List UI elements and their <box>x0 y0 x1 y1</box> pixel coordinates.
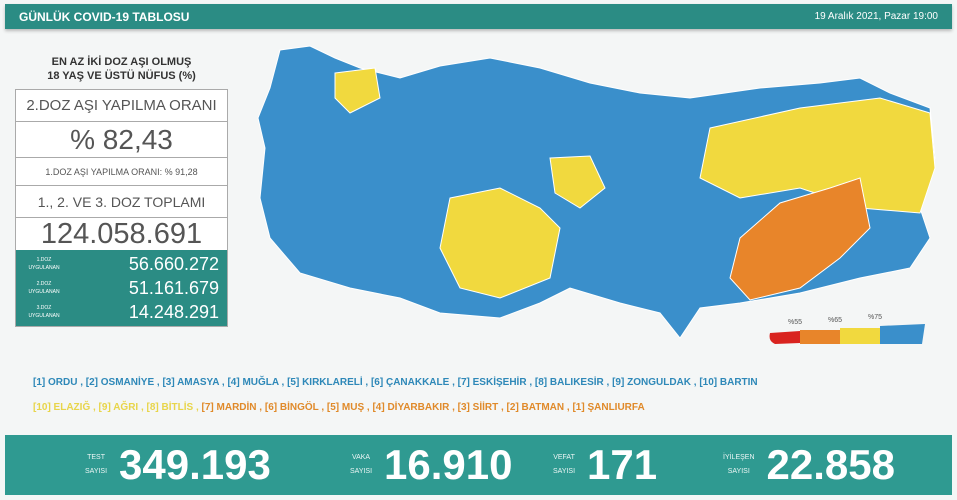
title-line: EN AZ İKİ DOZ AŞI OLMUŞ <box>51 56 192 68</box>
dose-label: UYGULANAN <box>28 289 60 295</box>
dose1-rate: 1.DOZ AŞI YAPILMA ORANI: % 91,28 <box>16 158 227 186</box>
stat-value: 16.910 <box>384 441 513 488</box>
dose-label: 2.DOZ <box>36 281 52 287</box>
stat-label: SAYISI <box>85 468 108 475</box>
vaccine-title: EN AZ İKİ DOZ AŞI OLMUŞ 18 YAŞ VE ÜSTÜ N… <box>15 55 228 83</box>
stat-label: SAYISI <box>553 468 576 475</box>
stat-value: 22.858 <box>766 441 895 488</box>
vaccine-box: 2.DOZ AŞI YAPILMA ORANI % 82,43 1.DOZ AŞ… <box>15 89 228 327</box>
dose-row: 3.DOZ UYGULANAN 14.248.291 <box>24 300 219 324</box>
dose2-value: % 82,43 <box>16 122 227 158</box>
dose-row: 2.DOZ UYGULANAN 51.161.679 <box>24 276 219 300</box>
bottom-yellow: [10] ELAZIĞ , [9] AĞRI , [8] BİTLİS , <box>33 402 199 413</box>
dose-label: 3.DOZ <box>36 305 52 311</box>
legend-red <box>769 331 800 344</box>
total-value: 124.058.691 <box>40 218 203 250</box>
stat-label: SAYISI <box>350 468 373 475</box>
legend-blue <box>880 324 925 344</box>
legend-orange <box>800 330 840 344</box>
dose-label: 1.DOZ <box>36 257 52 263</box>
legend-yellow <box>840 328 880 344</box>
title-line: 18 YAŞ VE ÜSTÜ NÜFUS (%) <box>47 70 196 82</box>
dose-label: UYGULANAN <box>28 313 60 319</box>
map-region-yellow-north <box>549 155 606 209</box>
bottom-orange: [7] MARDİN , [6] BİNGÖL , [5] MUŞ , [4] … <box>201 402 645 413</box>
header-bar: GÜNLÜK COVID-19 TABLOSU 19 Aralık 2021, … <box>5 4 952 29</box>
stat-label: İYİLEŞEN <box>723 454 755 461</box>
top-provinces-list: [1] ORDU , [2] OSMANİYE , [3] AMASYA , [… <box>33 377 758 388</box>
map-region-yellow-east <box>699 97 936 214</box>
dose-label: UYGULANAN <box>28 265 60 271</box>
legend-label: %65 <box>828 317 842 324</box>
map-legend: %55 %65 %75 <box>769 314 925 344</box>
turkey-vaccination-map: %55 %65 %75 <box>257 45 936 344</box>
bottom-provinces-list: [10] ELAZIĞ , [9] AĞRI , [8] BİTLİS , [7… <box>33 402 645 413</box>
dose-row: 1.DOZ UYGULANAN 56.660.272 <box>24 252 219 276</box>
dose2-label: 2.DOZ AŞI YAPILMA ORANI <box>16 90 227 122</box>
dose-value: 51.161.679 <box>128 277 219 298</box>
dose-value: 14.248.291 <box>128 301 219 322</box>
legend-label: %55 <box>788 319 802 326</box>
daily-stats-bar: TEST SAYISI 349.193 VAKA SAYISI 16.910 VEFAT… <box>5 435 952 495</box>
date-time: 19 Aralık 2021, Pazar 19:00 <box>814 11 938 22</box>
stat-deaths: VEFAT SAYISI 171 <box>553 441 657 489</box>
map-region-yellow-central <box>439 187 561 299</box>
stat-label: TEST <box>87 454 105 461</box>
stat-value: 171 <box>587 441 658 488</box>
page-title: GÜNLÜK COVID-19 TABLOSU <box>19 9 190 24</box>
vaccine-panel: EN AZ İKİ DOZ AŞI OLMUŞ 18 YAŞ VE ÜSTÜ N… <box>15 55 228 327</box>
dose-value: 56.660.272 <box>128 253 219 274</box>
map-region-yellow-northwest <box>334 67 381 114</box>
stat-recovered: İYİLEŞEN SAYISI 22.858 <box>723 441 895 489</box>
doses-list: 1.DOZ UYGULANAN 56.660.272 2.DOZ UYGULANAN 5… <box>16 250 227 326</box>
stat-cases: VAKA SAYISI 16.910 <box>350 441 513 489</box>
stat-label: SAYISI <box>727 468 750 475</box>
stat-value: 349.193 <box>119 441 271 488</box>
stat-test: TEST SAYISI 349.193 <box>85 441 271 489</box>
map-region-orange-southeast <box>729 177 871 301</box>
legend-label: %75 <box>868 314 882 321</box>
total-label: 1., 2. VE 3. DOZ TOPLAMI <box>16 186 227 218</box>
stat-label: VEFAT <box>553 454 575 461</box>
stat-label: VAKA <box>351 454 371 461</box>
